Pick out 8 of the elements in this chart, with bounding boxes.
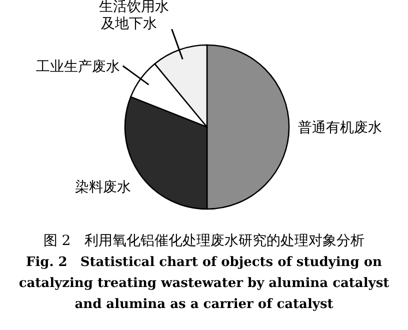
text: catalyzing treating wastewater by alumina catalyst bbox=[18, 276, 390, 291]
text: and alumina as a carrier of catalyst bbox=[74, 297, 334, 312]
caption: 图 2 利用氧化铝催化处理废水研究的处理对象分析 bbox=[43, 233, 365, 249]
slice-label: 染料废水 bbox=[75, 179, 132, 196]
slice-label: 工业生产废水 bbox=[36, 58, 120, 75]
slice-label: 普通有机废水 bbox=[298, 119, 382, 136]
caption: Fig. 2 Statistical chart of objects of studying on bbox=[26, 255, 383, 270]
slice-label: 生活饮用水及地下水 bbox=[98, 0, 169, 32]
